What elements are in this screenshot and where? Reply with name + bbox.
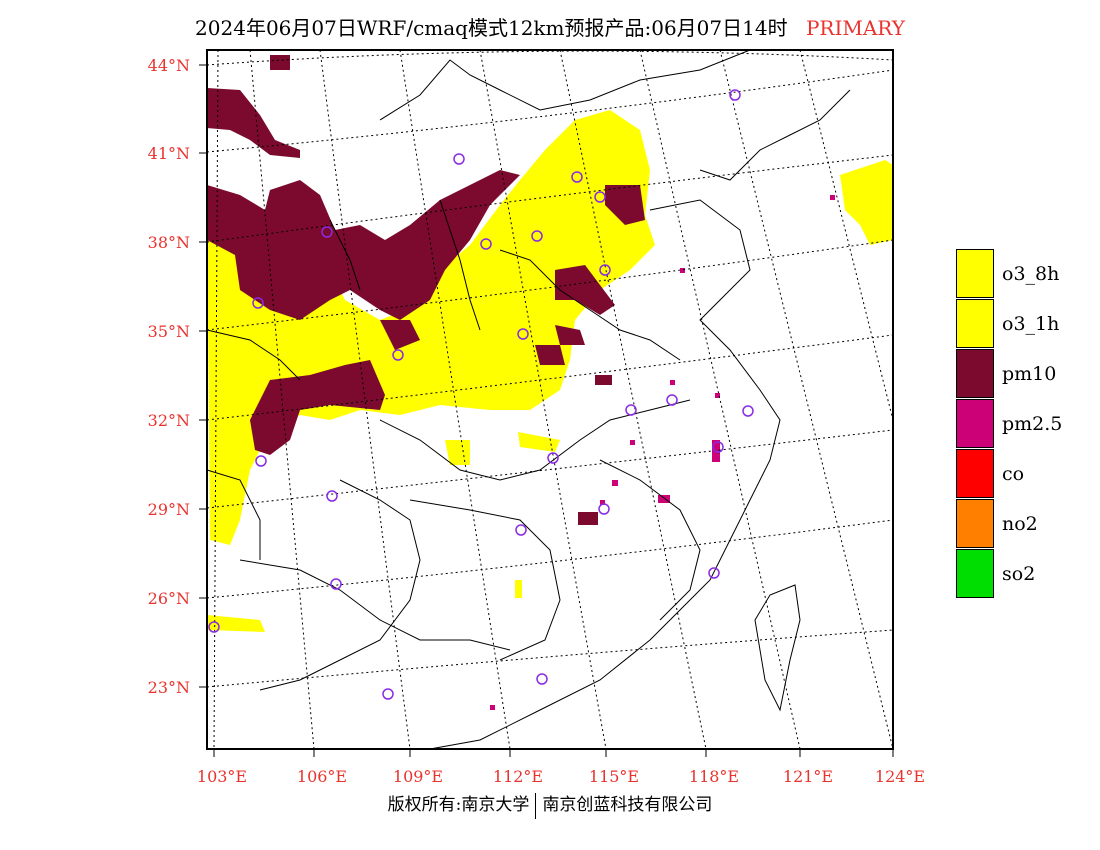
legend-swatch: [956, 399, 994, 448]
lon-label: 106°E: [297, 767, 347, 786]
copyright-footer: 版权所有:南京大学 南京创蓝科技有限公司: [0, 790, 1100, 819]
lon-label: 109°E: [393, 767, 443, 786]
legend-swatch: [956, 449, 994, 498]
lon-label: 115°E: [589, 767, 639, 786]
lat-label: 44°N: [148, 56, 190, 75]
lon-label: 112°E: [493, 767, 543, 786]
lat-label: 23°N: [148, 678, 190, 697]
lat-label: 38°N: [148, 233, 190, 252]
legend-item: no2: [956, 499, 1076, 549]
legend-item: o3_1h: [956, 299, 1076, 349]
lat-label: 32°N: [148, 411, 190, 430]
legend-label: o3_1h: [1002, 313, 1060, 335]
legend-swatch: [956, 499, 994, 548]
legend-label: so2: [1002, 563, 1036, 585]
legend-item: co: [956, 449, 1076, 499]
legend-swatch: [956, 299, 994, 348]
map-title-text: 2024年06月07日WRF/cmaq模式12km预报产品:06月07日14时: [195, 16, 788, 40]
latitude-labels: 44°N 41°N 38°N 35°N 32°N 29°N 26°N 23°N: [148, 56, 190, 697]
lon-label: 121°E: [783, 767, 833, 786]
lat-label: 26°N: [148, 589, 190, 608]
pm10-region: [207, 55, 645, 525]
legend-item: o3_8h: [956, 249, 1076, 299]
axis-ticks: [199, 64, 894, 757]
legend-item: pm2.5: [956, 399, 1076, 449]
legend-label: pm10: [1002, 363, 1057, 385]
graticule: [206, 49, 894, 750]
map-border: [206, 49, 894, 750]
monitoring-stations: [208, 89, 754, 700]
legend-swatch: [956, 549, 994, 598]
footer-divider: [535, 792, 537, 819]
pollutant-legend: o3_8h o3_1h pm10 pm2.5 co no2 so2: [956, 249, 1076, 599]
lat-label: 35°N: [148, 322, 190, 341]
legend-label: no2: [1002, 513, 1038, 535]
legend-item: pm10: [956, 349, 1076, 399]
legend-swatch: [956, 249, 994, 298]
lat-label: 41°N: [148, 144, 190, 163]
lat-label: 29°N: [148, 500, 190, 519]
lon-label: 124°E: [875, 767, 925, 786]
lon-label: 103°E: [197, 767, 247, 786]
legend-swatch: [956, 349, 994, 398]
primary-tag: PRIMARY: [805, 16, 905, 40]
longitude-labels: 103°E 106°E 109°E 112°E 115°E 118°E 121°…: [197, 767, 925, 786]
copyright-left: 版权所有:南京大学: [387, 795, 530, 815]
map-title: 2024年06月07日WRF/cmaq模式12km预报产品:06月07日14时 …: [0, 12, 1100, 41]
map-boundaries: [206, 49, 851, 750]
legend-item: so2: [956, 549, 1076, 599]
lon-label: 118°E: [689, 767, 739, 786]
legend-label: o3_8h: [1002, 263, 1060, 285]
o3-region: [207, 110, 893, 632]
legend-label: co: [1002, 463, 1025, 485]
copyright-right: 南京创蓝科技有限公司: [542, 795, 713, 815]
legend-label: pm2.5: [1002, 413, 1063, 435]
